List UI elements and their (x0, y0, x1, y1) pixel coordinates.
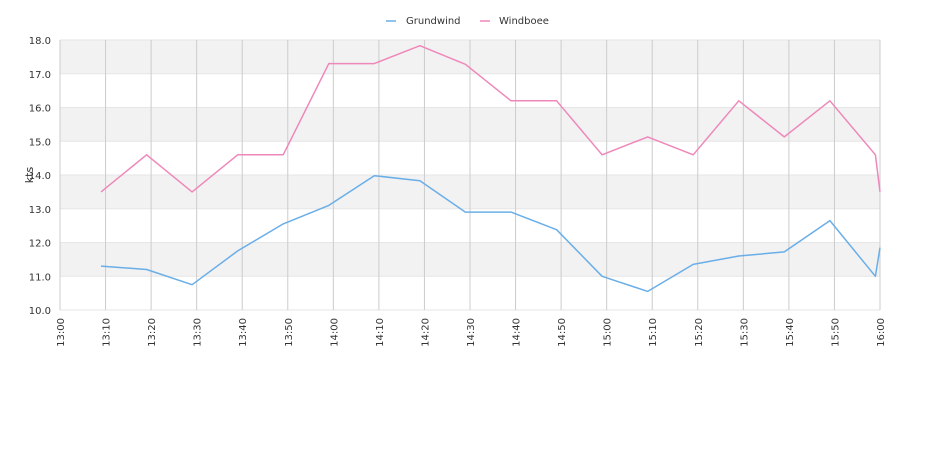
y-tick-label: 12.0 (29, 239, 51, 250)
x-tick-label: 15:20 (694, 318, 705, 347)
x-tick-label: 14:00 (329, 318, 340, 347)
x-tick-label: 15:00 (603, 318, 614, 347)
series-line-windboee (100, 44, 881, 193)
vertical-gridlines (59, 40, 881, 310)
x-tick-label: 13:20 (147, 318, 158, 347)
x-tick-label: 15:40 (785, 318, 796, 347)
y-tick-label: 13.0 (29, 205, 51, 216)
y-tick-label: 17.0 (29, 70, 51, 81)
x-tick-label: 14:30 (466, 318, 477, 347)
y-tick-label: 15.0 (29, 137, 51, 148)
y-tick-labels: 10.0 11.0 12.0 13.0 14.0 15.0 16.0 17.0 18.0 (29, 36, 51, 317)
y-tick-label: 10.0 (29, 306, 51, 317)
series-line-grundwind (100, 174, 881, 293)
x-tick-label: 13:10 (102, 318, 113, 347)
x-tick-labels: 13:00 13:10 13:20 13:30 13:40 13:50 14:00 14:10… (56, 318, 887, 347)
legend-label: Windboee (499, 16, 549, 27)
y-tick-label: 11.0 (29, 272, 51, 283)
x-tick-label: 13:00 (56, 318, 67, 347)
x-tick-label: 16:00 (876, 318, 887, 347)
x-tick-label: 14:20 (420, 318, 431, 347)
series-lines (100, 44, 881, 293)
legend: Grundwind Windboee (386, 16, 549, 27)
x-tick-label: 15:30 (739, 318, 750, 347)
y-tick-label: 18.0 (29, 36, 51, 47)
x-tick-label: 15:50 (830, 318, 841, 347)
x-tick-label: 14:40 (512, 318, 523, 347)
x-tick-label: 13:40 (238, 318, 249, 347)
x-tick-label: 14:10 (375, 318, 386, 347)
y-tick-label: 16.0 (29, 104, 51, 115)
x-tick-label: 13:30 (193, 318, 204, 347)
y-tick-label: 14.0 (29, 171, 51, 182)
x-tick-label: 15:10 (648, 318, 659, 347)
y-axis-label: kts (23, 167, 36, 184)
x-tick-label: 14:50 (557, 318, 568, 347)
x-tick-label: 13:50 (284, 318, 295, 347)
legend-label: Grundwind (406, 16, 461, 27)
